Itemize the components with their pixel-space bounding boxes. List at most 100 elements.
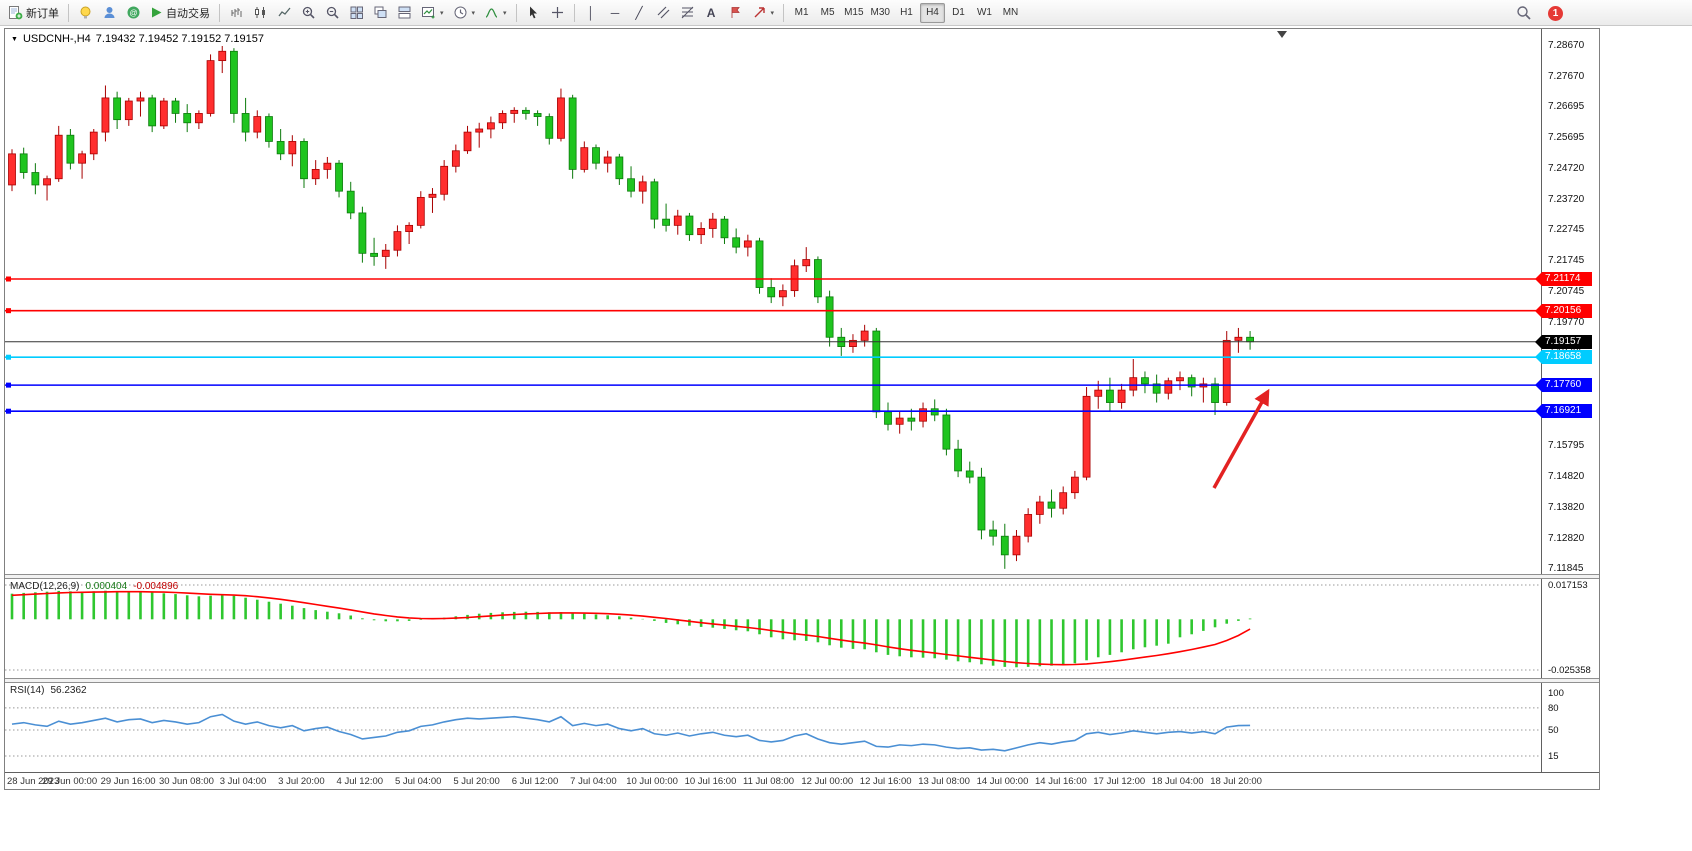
macd-name: MACD(12,26,9) [10,581,80,592]
arrows-icon [752,5,767,20]
line-chart-button[interactable] [273,2,296,24]
toolbar-separator [573,3,575,22]
new-order-icon [8,5,23,20]
crosshair-button[interactable] [546,2,569,24]
hline-price-label: 7.20156 [1535,303,1592,318]
timeframe-button-m15[interactable]: M15 [844,7,864,18]
macd-panel[interactable]: MACD(12,26,9) 0.000404 -0.004896 [5,579,1541,678]
horizontal-line-icon: ─ [610,5,620,20]
time-axis-label: 14 Jul 00:00 [976,776,1029,787]
auto-trading-button[interactable]: 自动交易 [146,2,214,24]
text-button[interactable]: A [700,2,723,24]
cascade-windows-icon [373,5,388,20]
arrange-windows-button[interactable] [393,2,416,24]
trendline-icon: ╱ [635,5,643,20]
timeframe-button-m1[interactable]: M1 [794,7,809,18]
zoom-in-button[interactable] [297,2,320,24]
crosshair-icon [550,5,565,20]
cursor-button[interactable] [522,2,545,24]
time-axis-label: 29 Jun 16:00 [100,776,156,787]
time-axis[interactable]: 28 Jun 2023 29 Jun 00:00 29 Jun 16:00 30 Ju… [5,773,1541,791]
label-button[interactable] [724,2,747,24]
toolbar-separator [515,3,517,22]
time-axis-label: 12 Jul 16:00 [859,776,912,787]
line-chart-icon [277,5,292,20]
panel-resize-handle[interactable] [5,574,1599,579]
rsi-canvas[interactable] [5,683,1541,772]
price-tick: 7.14820 [1548,470,1585,482]
timeframe-button-m30[interactable]: M30 [870,7,890,18]
auto-trading-label: 自动交易 [166,7,210,20]
auto-trading-icon [150,6,163,19]
price-tick: 7.28670 [1548,40,1585,51]
trendline-button[interactable]: ╱ [628,2,651,24]
horizontal-line-button[interactable]: ─ [604,2,627,24]
bar-chart-icon [229,5,244,20]
main-toolbar: 新订单 @ 自动交易 [0,0,1692,26]
time-axis-label: 10 Jul 00:00 [626,776,678,787]
time-axis-label: 18 Jul 04:00 [1151,776,1204,787]
zoom-out-icon [325,5,340,20]
rsi-label: RSI(14) 56.2362 [10,685,87,696]
time-axis-label: 12 Jul 00:00 [801,776,854,787]
rsi-panel[interactable]: RSI(14) 56.2362 [5,683,1541,772]
new-order-button[interactable]: 新订单 [4,2,63,24]
lightbulb-button[interactable] [74,2,97,24]
timeframe-button-d1[interactable]: D1 [952,7,965,18]
timeframe-button-h4[interactable]: H4 [919,2,945,23]
bar-chart-button[interactable] [225,2,248,24]
cursor-icon [526,5,541,20]
chart-window: ▼ USDCNH-,H4 7.19432 7.19452 7.19152 7.1… [4,28,1600,790]
time-axis-label: 7 Jul 04:00 [570,776,617,787]
zoom-out-button[interactable] [321,2,344,24]
account-button[interactable] [98,2,121,24]
fibonacci-button[interactable] [676,2,699,24]
toolbar-right-group: 1 [1516,0,1563,26]
panel-resize-handle[interactable] [5,678,1599,683]
community-button[interactable]: @ [122,2,145,24]
toolbar-separator [68,3,69,22]
arrange-windows-icon [397,5,412,20]
timeframe-button-mn[interactable]: MN [1002,7,1019,18]
time-axis-label: 28 Jun 2023 [7,776,60,787]
time-axis-label: 3 Jul 04:00 [219,776,267,787]
macd-canvas[interactable] [5,579,1541,678]
time-axis-label: 4 Jul 12:00 [336,776,384,787]
price-tick: 7.20745 [1548,286,1585,298]
price-scale-divider [1541,29,1542,772]
rsi-level-label: 50 [1548,725,1559,737]
timeframe-button-h1[interactable]: H1 [900,7,913,18]
channel-button[interactable] [652,2,675,24]
time-axis-label: 5 Jul 20:00 [453,776,500,787]
macd-main-value: 0.000404 [85,581,128,592]
notification-badge[interactable]: 1 [1548,5,1563,21]
chart-ohlc-readout: 7.19432 7.19452 7.19152 7.19157 [95,33,264,45]
price-scale[interactable]: 0.017153 -0.025358 7.28670 7.27670 7.26695… [1535,29,1600,772]
time-axis-label: 5 Jul 04:00 [394,776,442,787]
one-click-trading-toggle-icon[interactable]: ▼ [11,35,18,43]
search-icon[interactable] [1516,5,1532,21]
price-chart-panel[interactable] [5,29,1541,574]
channel-icon [656,5,671,20]
price-chart-canvas[interactable] [5,29,1541,574]
zoom-in-icon [301,5,316,20]
candlestick-button[interactable] [249,2,272,24]
vertical-line-button[interactable]: │ [580,2,603,24]
periods-button[interactable] [449,2,480,24]
price-tick: 7.19770 [1548,316,1585,328]
hline-price-label: 7.18658 [1535,350,1592,365]
arrows-button[interactable] [748,2,779,24]
fibonacci-icon [680,5,695,20]
indicators-button[interactable] [480,2,511,24]
chart-shift-marker [1277,31,1287,38]
new-chart-button[interactable] [417,2,448,24]
indicators-icon [484,5,499,20]
toolbar-separator [783,3,785,22]
cascade-windows-button[interactable] [369,2,392,24]
time-axis-label: 30 Jun 08:00 [159,776,214,787]
timeframe-button-w1[interactable]: W1 [976,7,992,18]
tile-windows-button[interactable] [345,2,368,24]
timeframe-button-m5[interactable]: M5 [820,7,835,18]
time-axis-label: 13 Jul 08:00 [918,776,970,787]
price-tick: 7.23720 [1548,193,1585,205]
